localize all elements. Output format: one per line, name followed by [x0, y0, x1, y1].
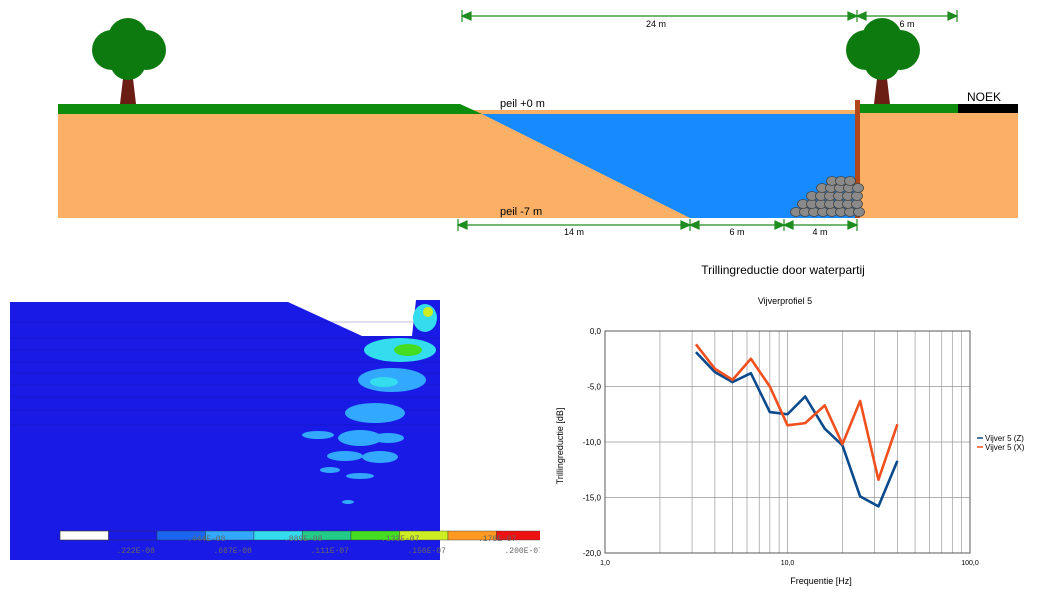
tree-left-icon	[92, 18, 166, 104]
y-tick-label: -15,0	[583, 494, 602, 503]
grass-right	[858, 104, 958, 113]
pond-water	[482, 114, 857, 218]
mx-label: MX	[444, 305, 453, 313]
dim-6m-bottom: 6 m	[729, 227, 744, 237]
sheet-pile	[855, 100, 860, 218]
x-tick-label: 1,0	[600, 560, 610, 567]
dim-14m: 14 m	[564, 227, 584, 237]
chart-subtitle: Vijverprofiel 5	[758, 296, 812, 306]
y-tick-label: 0,0	[590, 327, 602, 336]
legend-label: .889E-08	[284, 535, 323, 544]
noek-strip	[958, 104, 1018, 113]
y-tick-label: -5,0	[587, 383, 601, 392]
x-tick-label: 10,0	[781, 560, 795, 567]
tree-right-icon	[846, 18, 920, 104]
legend-swatch	[108, 530, 158, 541]
cross-section-diagram: 24 m 6 m 14 m 6 m 4 m peil +0 m peil -7 …	[58, 10, 1018, 237]
label-peil-bottom: peil -7 m	[500, 206, 542, 218]
legend-label: .156E-07	[408, 547, 447, 556]
legend-entry: Vijver 5 (X)	[985, 443, 1025, 452]
contour-legend	[59, 530, 540, 541]
y-tick-label: -20,0	[583, 549, 602, 558]
legend-label: .111E-07	[311, 547, 350, 556]
legend-label: .133E-07	[381, 535, 420, 544]
chart-legend: Vijver 5 (Z)Vijver 5 (X)	[977, 434, 1025, 452]
legend-label: .178E-07	[478, 535, 517, 544]
chart-title: Trillingreductie door waterpartij	[701, 263, 865, 277]
legend-label: .667E-08	[214, 547, 253, 556]
series-line	[694, 351, 899, 508]
dim-6m-top: 6 m	[899, 19, 914, 29]
label-noek: NOEK	[967, 90, 1001, 104]
dim-24m: 24 m	[646, 19, 666, 29]
domain-mesh	[10, 300, 440, 560]
grass-left	[58, 104, 482, 114]
reduction-chart: Trillingreductie door waterpartij Vijver…	[555, 263, 1025, 586]
contour-plot: MX .222E-08 .444E-08 .667E-08 .889E-08 .111E…	[0, 270, 540, 575]
legend-entry: Vijver 5 (Z)	[985, 434, 1024, 443]
label-peil-top: peil +0 m	[500, 98, 545, 110]
dim-4m: 4 m	[812, 227, 827, 237]
series-line	[694, 343, 899, 482]
contour-blobs	[302, 304, 437, 504]
legend-label: .200E-07	[505, 547, 541, 556]
y-axis-label: Trillingreductie [dB]	[555, 408, 565, 485]
legend-label: .222E-08	[117, 547, 156, 556]
riprap-stones	[790, 176, 865, 217]
chart-grid	[604, 330, 971, 554]
legend-swatch	[496, 530, 540, 541]
x-axis-label: Frequentie [Hz]	[790, 576, 852, 586]
y-tick-label: -10,0	[583, 438, 602, 447]
legend-label: .444E-08	[187, 535, 226, 544]
x-tick-label: 100,0	[961, 560, 979, 567]
